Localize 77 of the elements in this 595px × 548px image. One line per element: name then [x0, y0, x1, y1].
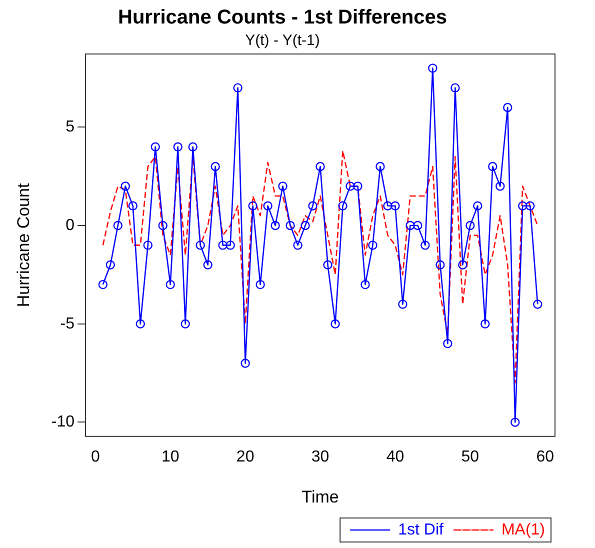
chart-subtitle: Y(t) - Y(t-1): [245, 32, 320, 50]
y-tick-label: 5: [66, 118, 75, 136]
point: [466, 220, 475, 230]
point: [98, 280, 108, 290]
point: [263, 201, 272, 210]
point: [180, 319, 190, 328]
point: [488, 162, 498, 172]
point: [136, 319, 145, 328]
point: [323, 260, 332, 270]
point: [360, 280, 370, 290]
point: [376, 162, 385, 172]
y-tick-label: 0: [66, 216, 75, 234]
line-series: [102, 150, 538, 384]
point: [240, 358, 250, 368]
point: [226, 240, 235, 250]
point: [533, 300, 542, 309]
point: [120, 182, 130, 191]
point: [503, 102, 512, 112]
x-axis-title: Time: [302, 487, 339, 506]
point: [518, 201, 528, 210]
point: [510, 418, 520, 427]
x-tick-label: 60: [536, 448, 554, 466]
x-tick-label: 50: [461, 448, 480, 466]
point: [316, 162, 325, 172]
point: [330, 319, 340, 328]
point: [286, 220, 295, 230]
point: [436, 260, 445, 270]
point: [383, 201, 392, 210]
point: [150, 142, 160, 152]
point: [308, 201, 318, 210]
x-tick-label: 10: [161, 448, 180, 466]
point: [368, 240, 378, 250]
point: [196, 240, 205, 250]
point: [428, 64, 438, 73]
point: [248, 201, 258, 210]
chart-title: Hurricane Counts - 1st Differences: [118, 6, 447, 29]
point: [406, 220, 415, 230]
point: [278, 182, 288, 191]
point: [188, 142, 198, 152]
point: [443, 338, 452, 348]
y-axis-title: Hurricane Count: [14, 183, 33, 308]
point: [143, 240, 152, 250]
legend-label: 1st Dif: [398, 521, 444, 538]
point: [203, 260, 212, 270]
x-tick-label: 40: [386, 448, 404, 466]
point: [293, 240, 302, 250]
point: [353, 182, 362, 191]
point: [526, 201, 535, 210]
point: [413, 220, 422, 230]
point: [218, 240, 228, 250]
point: [256, 280, 265, 290]
point: [113, 220, 123, 230]
point: [398, 300, 408, 309]
point: [210, 162, 220, 172]
point: [420, 240, 430, 250]
point: [496, 182, 505, 191]
point: [233, 83, 242, 92]
point: [158, 220, 168, 230]
point: [128, 201, 138, 210]
point: [106, 260, 116, 270]
point: [166, 280, 175, 290]
point: [473, 201, 482, 210]
point: [338, 201, 348, 210]
point: [173, 142, 182, 152]
point: [480, 319, 490, 328]
point: [450, 83, 460, 92]
y-tick-label: -5: [60, 315, 75, 332]
legend-label: MA(1): [501, 521, 546, 538]
y-tick-label: -10: [51, 414, 75, 431]
x-tick-label: 30: [311, 448, 330, 466]
point: [458, 260, 468, 270]
x-tick-label: 0: [90, 448, 100, 466]
point: [270, 220, 280, 230]
point: [346, 182, 355, 191]
point: [300, 220, 310, 230]
x-tick-label: 20: [236, 448, 254, 466]
point: [390, 201, 400, 210]
